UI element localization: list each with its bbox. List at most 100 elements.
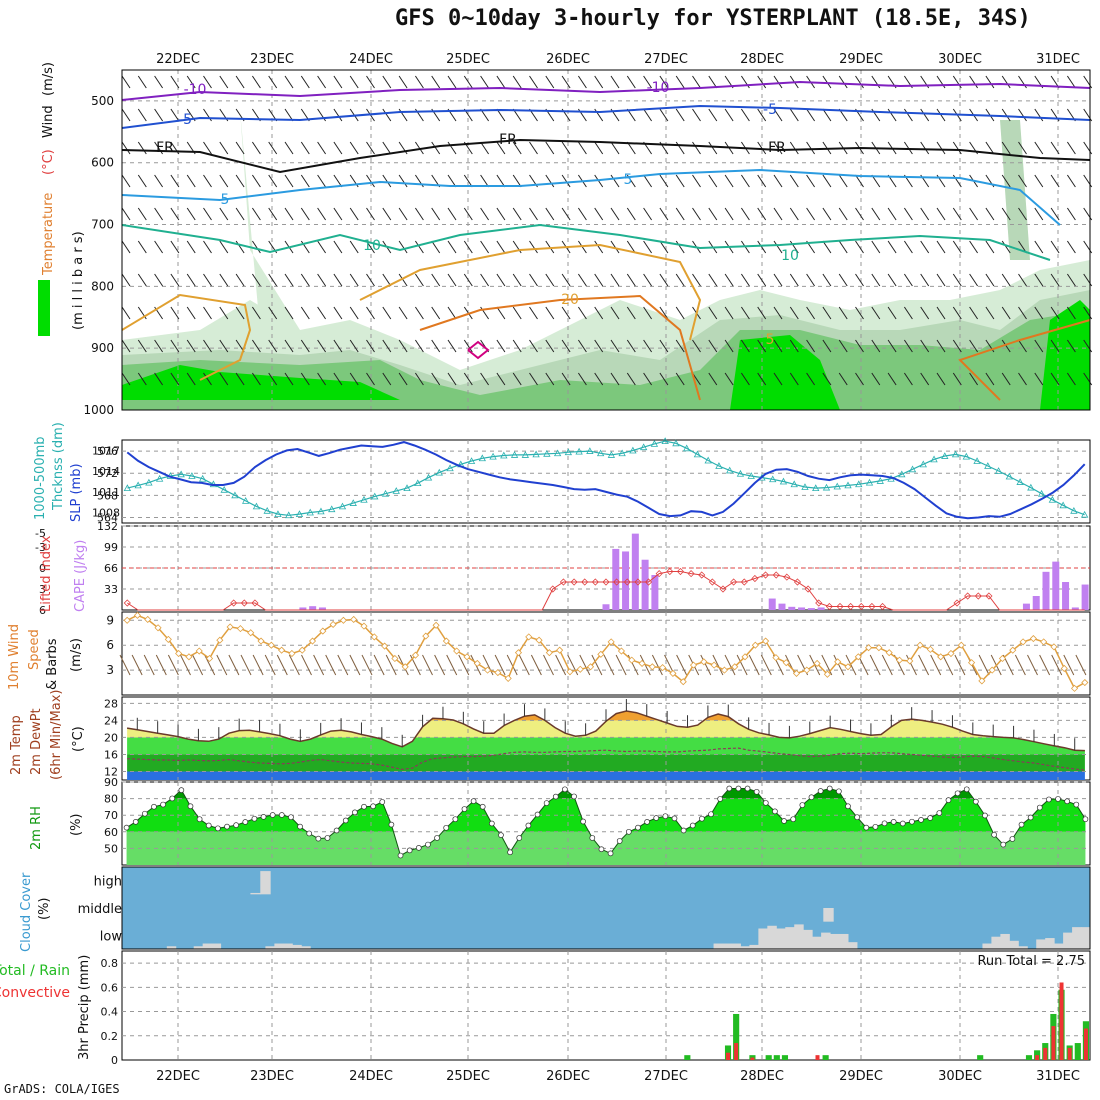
wind-barb	[325, 654, 337, 676]
li-point	[602, 578, 610, 586]
wind-speed-point	[947, 649, 955, 658]
wind-speed-point	[906, 657, 914, 665]
wind-barb	[1034, 108, 1044, 122]
wind-speed-point	[782, 659, 790, 667]
rh-point	[415, 845, 422, 851]
wind-barb	[903, 273, 913, 287]
rh-point	[1055, 796, 1061, 802]
wind-barb	[228, 654, 240, 676]
dewpt-label: 2m DewPt	[29, 708, 44, 775]
wind-barb	[1050, 306, 1060, 320]
contour-label: FR	[768, 140, 786, 156]
wind-speed-point	[1009, 646, 1017, 654]
wind-barb	[203, 174, 212, 188]
thickness-point	[1027, 483, 1035, 491]
wind-barb	[887, 108, 897, 122]
wind-barb	[300, 339, 310, 353]
y-tick-wind: 3	[106, 663, 114, 677]
wind-barb	[724, 174, 734, 188]
cloud-bar	[767, 925, 777, 949]
cloud-bar	[785, 927, 795, 949]
wind-barb	[952, 372, 962, 386]
wind-barb	[757, 174, 767, 188]
cloud-bar	[722, 943, 732, 949]
x-tick-label-bottom: 29DEC	[839, 1069, 883, 1084]
wind-barb	[170, 339, 180, 353]
wind-barb	[235, 240, 245, 254]
contour-line	[958, 319, 1091, 401]
cloud-bar	[812, 936, 822, 949]
rh2-unit: (%)	[69, 814, 84, 837]
cape-bar	[1071, 607, 1079, 610]
wind-barb	[692, 75, 701, 89]
rh-point	[1082, 816, 1089, 823]
wind-barb	[1001, 273, 1011, 287]
thickness-point	[790, 480, 798, 488]
rh-point	[744, 785, 751, 792]
wind-barb	[692, 207, 701, 221]
wind-barb	[121, 339, 131, 353]
thickness-point	[392, 487, 400, 494]
wind-speed-point	[288, 649, 296, 658]
wind-barb	[855, 240, 864, 254]
contour-line	[419, 294, 701, 401]
wind-barb	[712, 654, 724, 676]
wind-barb	[137, 174, 147, 188]
rh-point	[790, 816, 797, 823]
wind-speed-point	[545, 649, 553, 657]
thickness-point	[295, 510, 304, 518]
wind-speed-point	[360, 622, 368, 630]
contour-label: 10	[363, 238, 381, 254]
y-tick-rh: 50	[104, 842, 118, 855]
cloud-bar	[166, 946, 177, 949]
wind-barb	[1034, 240, 1044, 254]
wind-barb	[494, 654, 506, 676]
wind-barb	[789, 240, 799, 254]
thickness-point	[145, 478, 153, 486]
wind-barb	[561, 273, 571, 287]
wind-barb	[561, 141, 571, 155]
wind-barb	[757, 372, 767, 386]
wind-barb	[760, 654, 772, 676]
y-tick-cape: 33	[104, 583, 118, 596]
rh-point	[452, 816, 459, 823]
thickness-point	[177, 470, 185, 478]
cloud-bar	[749, 944, 759, 949]
wind-barb	[1001, 108, 1011, 122]
li-point	[613, 578, 621, 586]
wind-barb	[1018, 207, 1027, 221]
wind-barb	[463, 273, 473, 287]
wind-speed-point	[638, 659, 646, 668]
wind-barb	[675, 108, 685, 122]
cloud-bar	[1018, 946, 1028, 949]
wind-barb	[543, 654, 554, 676]
wind-barb	[594, 372, 604, 386]
wind-barb	[1034, 372, 1044, 386]
precip-convective-bar	[1083, 1028, 1088, 1060]
rh-point	[863, 824, 870, 831]
thickness-point	[198, 474, 207, 482]
wind-barb	[512, 372, 522, 386]
wind-barb	[284, 306, 294, 320]
wind-barb	[333, 141, 343, 155]
wind-barb	[1018, 108, 1027, 122]
x-tick-label-top: 30DEC	[938, 52, 982, 67]
rh-point	[1018, 821, 1025, 828]
temperature-label: Temperature	[41, 193, 56, 276]
wind-barb	[137, 108, 147, 122]
wind-barb	[887, 372, 897, 386]
rh-point	[479, 803, 486, 810]
precip-convective-bar	[1059, 982, 1064, 1060]
wind-barb	[936, 273, 946, 287]
wind10-unit: (m/s)	[69, 638, 84, 672]
li-point	[719, 585, 727, 593]
wind-speed-point	[247, 629, 255, 637]
wind-speed-point	[576, 665, 584, 673]
thickness-point	[629, 446, 637, 454]
thickness-point	[650, 440, 659, 447]
wind-barb	[317, 75, 327, 89]
wind-barb	[906, 654, 917, 676]
x-tick-label-top: 31DEC	[1036, 52, 1080, 67]
cloud-bar	[1054, 943, 1064, 949]
precip-axis-label: 3hr Precip (mm)	[77, 955, 92, 1060]
